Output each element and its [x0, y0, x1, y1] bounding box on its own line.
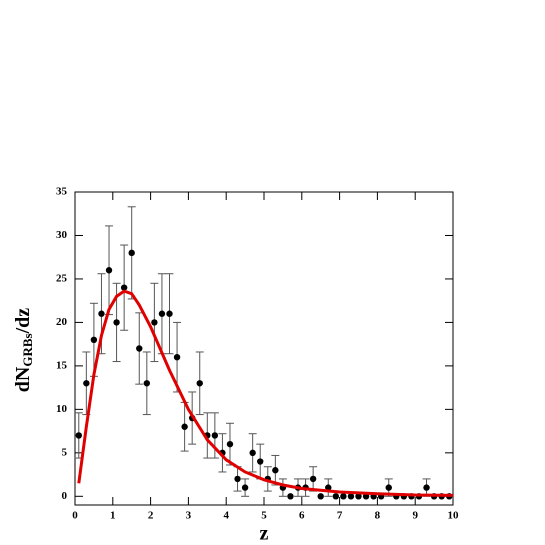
- data-point: [355, 493, 362, 500]
- data-point: [83, 380, 90, 387]
- data-point: [234, 475, 241, 483]
- x-tick-label: 5: [261, 510, 267, 522]
- x-tick-label: 7: [337, 510, 343, 522]
- data-point: [241, 484, 249, 491]
- data-point: [211, 432, 219, 439]
- x-tick-label: 4: [223, 510, 229, 522]
- data-point: [105, 267, 113, 274]
- data-point: [128, 249, 135, 257]
- model-curve: [77, 289, 454, 497]
- x-tick-label: 1: [110, 510, 116, 522]
- data-point: [166, 310, 173, 317]
- data-point: [181, 423, 188, 430]
- data-point: [332, 493, 340, 500]
- data-point: [309, 475, 317, 483]
- data-point: [98, 310, 105, 317]
- data-point: [136, 345, 143, 352]
- y-label-tail: /dz: [12, 308, 34, 335]
- data-point: [385, 484, 392, 491]
- data-point: [90, 336, 98, 344]
- y-axis-label: dNGRBs/dz: [12, 308, 35, 392]
- data-point: [226, 440, 234, 448]
- x-tick-label: 2: [148, 510, 154, 522]
- data-point: [196, 380, 203, 387]
- y-tick-label: 35: [56, 186, 68, 198]
- data-point: [347, 493, 355, 500]
- data-point: [173, 353, 181, 361]
- y-tick-label: 20: [56, 316, 68, 328]
- data-point: [75, 432, 82, 439]
- x-tick-label: 6: [299, 510, 305, 522]
- y-tick-label: 30: [56, 229, 68, 241]
- y-label-sub: GRBs: [20, 333, 35, 366]
- data-point: [272, 467, 279, 474]
- x-tick-label: 10: [448, 510, 460, 522]
- data-point: [143, 380, 151, 387]
- y-tick-label: 25: [56, 272, 68, 284]
- y-tick-label: 15: [56, 359, 68, 371]
- data-point: [120, 284, 128, 291]
- y-tick-label: 0: [62, 490, 68, 502]
- x-tick-label: 9: [412, 510, 418, 522]
- x-tick-label: 8: [375, 510, 381, 522]
- data-point: [287, 493, 294, 500]
- data-point: [249, 449, 256, 457]
- x-tick-label: 3: [186, 510, 192, 522]
- data-point: [340, 493, 347, 500]
- data-point: [423, 484, 430, 491]
- y-label-main: dN: [12, 366, 34, 392]
- x-axis-label: z: [260, 523, 269, 545]
- data-point: [151, 319, 158, 326]
- data-point: [325, 484, 332, 491]
- data-point: [257, 458, 264, 465]
- y-tick-label: 5: [62, 446, 68, 458]
- data-point: [113, 319, 120, 326]
- y-tick-label: 10: [56, 403, 68, 415]
- data-point: [317, 493, 324, 500]
- x-tick-label: 0: [72, 510, 78, 522]
- data-point: [158, 310, 166, 317]
